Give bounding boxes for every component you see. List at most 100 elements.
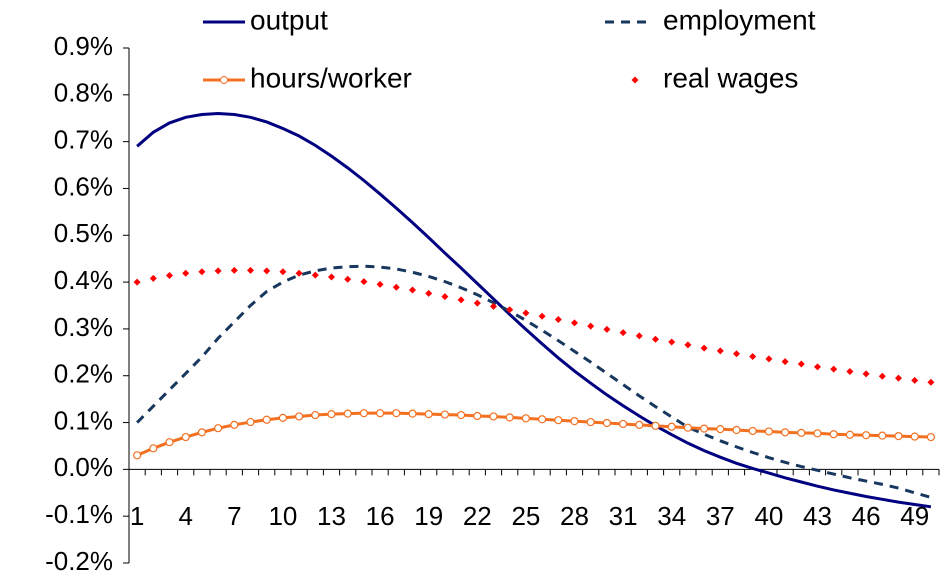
- y-tick-label: 0.6%: [54, 171, 113, 201]
- data-point: [570, 417, 579, 426]
- data-point: [457, 410, 466, 420]
- data-point: [409, 286, 416, 294]
- x-tick-label: 19: [414, 501, 443, 531]
- data-point: [537, 415, 547, 424]
- data-point: [895, 374, 902, 382]
- legend-label: output: [250, 4, 328, 35]
- data-point: [149, 444, 158, 453]
- data-point: [360, 278, 368, 286]
- data-point: [263, 267, 271, 275]
- x-tick-label: 40: [754, 501, 783, 531]
- data-point: [376, 409, 385, 418]
- legend-swatch: [220, 76, 228, 84]
- data-point: [262, 415, 271, 424]
- data-point: [230, 420, 239, 429]
- data-point: [214, 424, 223, 433]
- data-point: [829, 430, 838, 439]
- data-point: [651, 421, 660, 430]
- data-point: [684, 341, 692, 349]
- legend-label: hours/worker: [250, 62, 412, 93]
- data-point: [392, 283, 400, 291]
- data-point: [181, 432, 190, 442]
- y-tick-label: -0.2%: [45, 546, 113, 576]
- data-point: [911, 376, 919, 384]
- data-point: [246, 417, 255, 427]
- y-tick-label: 0.7%: [54, 125, 113, 155]
- x-tick-label: 28: [560, 501, 589, 531]
- data-point: [457, 296, 465, 304]
- data-point: [927, 378, 935, 386]
- data-point: [780, 428, 790, 437]
- data-point: [586, 417, 595, 427]
- series-line: [136, 112, 932, 509]
- data-point: [862, 370, 870, 378]
- data-point: [505, 413, 514, 422]
- data-point: [295, 412, 304, 421]
- data-point: [198, 268, 206, 276]
- data-point: [619, 329, 627, 337]
- data-point: [554, 416, 563, 425]
- y-tick-label: 0.8%: [54, 78, 113, 108]
- y-tick-label: 0.4%: [54, 265, 113, 295]
- data-point: [667, 422, 676, 431]
- data-point: [490, 302, 497, 310]
- data-point: [846, 368, 854, 376]
- data-point: [814, 363, 821, 371]
- data-point: [133, 278, 141, 286]
- data-point: [652, 335, 659, 343]
- data-point: [699, 424, 709, 433]
- data-point: [376, 280, 384, 288]
- legend-label: employment: [663, 4, 816, 35]
- data-point: [328, 273, 335, 281]
- x-tick-label: 13: [317, 501, 346, 531]
- data-point: [408, 409, 417, 418]
- y-tick-label: 0.2%: [54, 359, 113, 389]
- data-point: [813, 429, 822, 438]
- legend-label: real wages: [663, 62, 798, 93]
- data-point: [910, 432, 919, 441]
- data-point: [279, 268, 287, 276]
- data-point: [830, 365, 838, 373]
- data-point: [603, 325, 611, 333]
- data-point: [845, 430, 855, 439]
- data-point: [182, 269, 190, 277]
- data-point: [359, 409, 368, 418]
- data-point: [894, 432, 903, 441]
- data-point: [635, 332, 643, 340]
- x-tick-label: 25: [511, 501, 540, 531]
- data-point: [716, 425, 725, 434]
- data-point: [926, 432, 936, 442]
- data-point: [441, 293, 449, 301]
- y-tick-label: 0.9%: [54, 31, 113, 61]
- data-point: [489, 412, 498, 421]
- data-point: [797, 428, 806, 437]
- data-point: [327, 410, 336, 419]
- data-point: [764, 427, 774, 436]
- data-point: [668, 338, 676, 346]
- data-point: [522, 309, 530, 317]
- data-point: [473, 411, 482, 421]
- data-point: [635, 420, 644, 429]
- x-tick-label: 43: [803, 501, 832, 531]
- data-point: [683, 423, 693, 432]
- x-tick-label: 34: [657, 501, 686, 531]
- y-tick-label: 0.5%: [54, 218, 113, 248]
- data-point: [295, 269, 303, 277]
- y-tick-label: -0.1%: [45, 499, 113, 529]
- x-tick-label: 22: [463, 501, 492, 531]
- data-point: [749, 353, 757, 361]
- data-point: [506, 306, 514, 314]
- x-tick-label: 10: [268, 501, 297, 531]
- data-point: [425, 289, 433, 297]
- data-point: [878, 431, 887, 440]
- x-tick-label: 31: [609, 501, 638, 531]
- data-point: [700, 344, 708, 352]
- data-point: [473, 299, 481, 307]
- data-point: [554, 316, 562, 324]
- data-point: [149, 274, 157, 282]
- x-tick-label: 46: [852, 501, 881, 531]
- x-tick-label: 37: [706, 501, 735, 531]
- x-tick-label: 4: [178, 501, 192, 531]
- data-point: [716, 347, 724, 355]
